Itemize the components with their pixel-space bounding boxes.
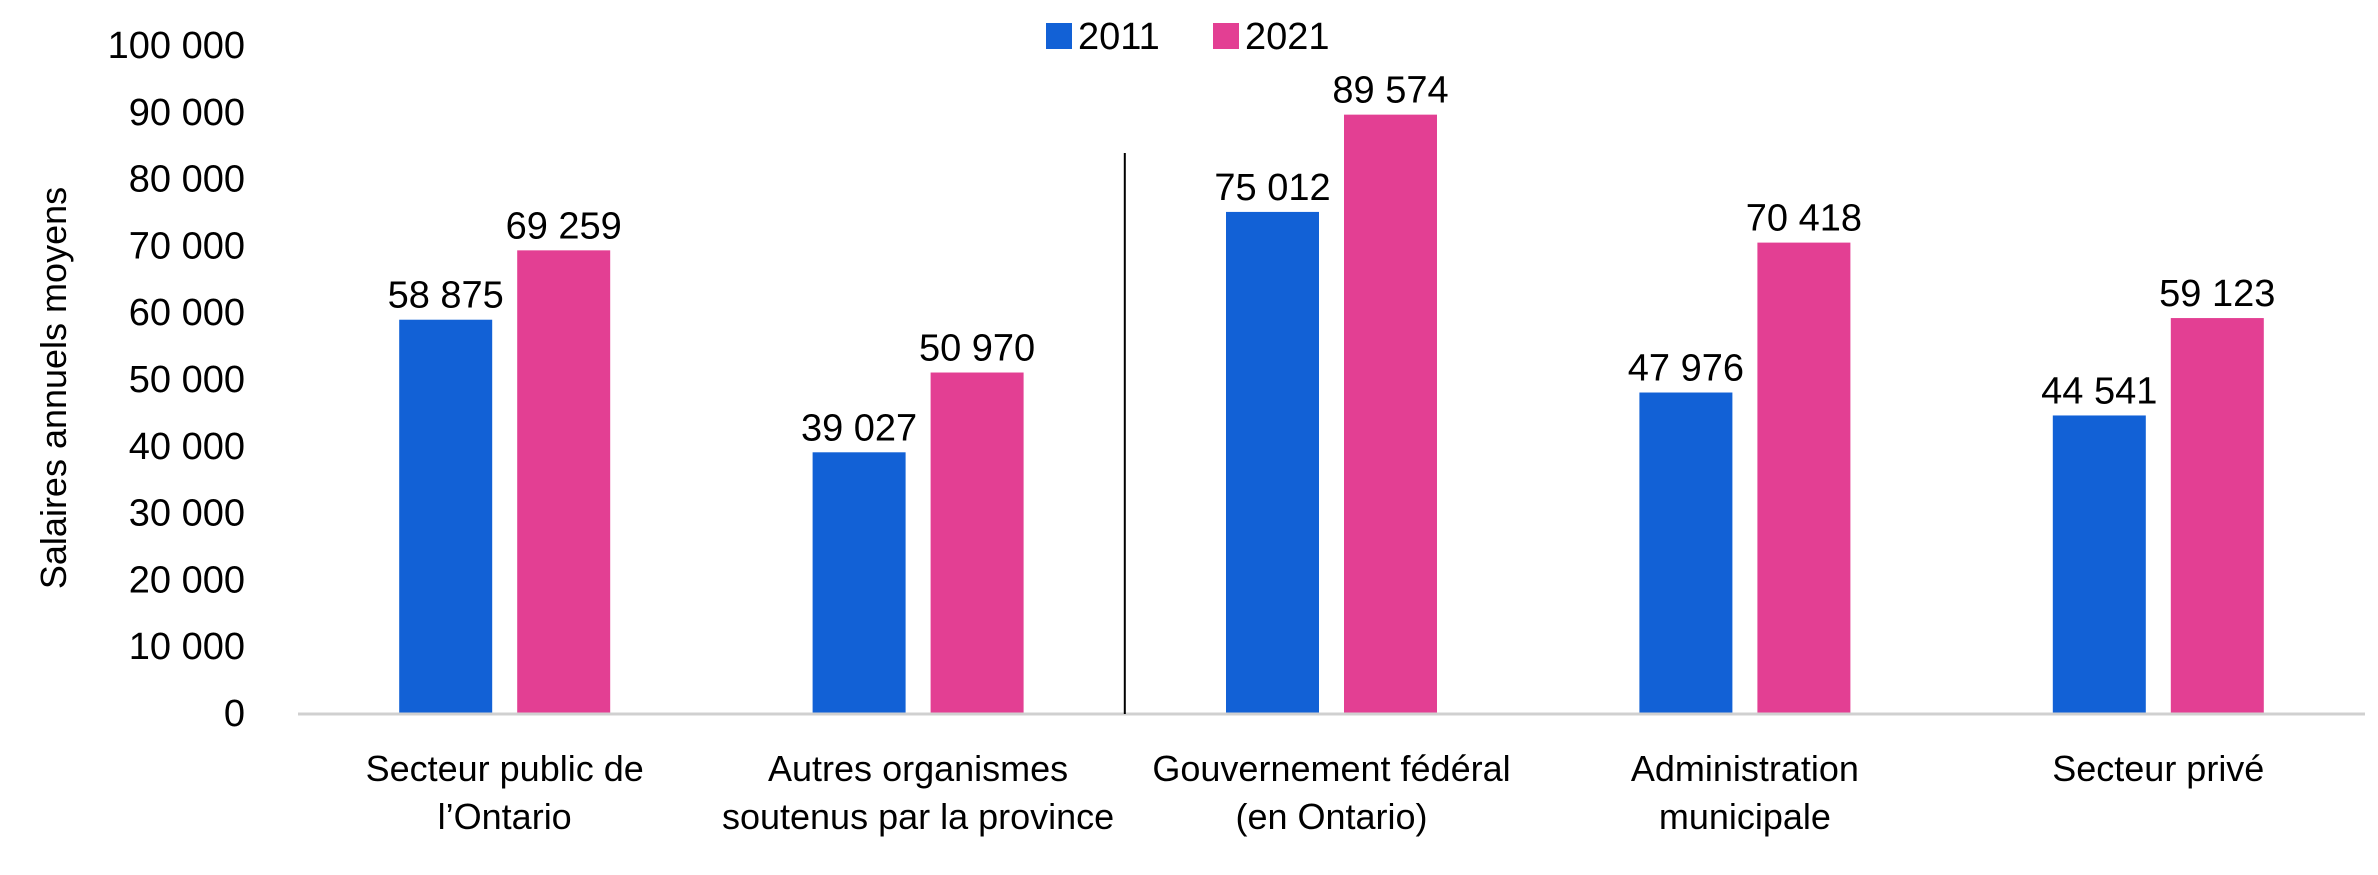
bar-2011-2	[812, 452, 906, 713]
y-tick-label: 70 000	[129, 225, 245, 267]
data-label-2021-5: 59 123	[2159, 273, 2275, 315]
y-tick-label: 30 000	[129, 493, 245, 535]
x-category-label: Administration	[1631, 748, 1859, 789]
bar-2011-5	[2052, 415, 2146, 713]
bar-2021-1	[517, 250, 611, 713]
y-tick-label: 40 000	[129, 426, 245, 468]
y-tick-label: 90 000	[129, 92, 245, 134]
y-axis-label: Salaires annuels moyens	[33, 187, 74, 589]
data-label-2021-2: 50 970	[919, 328, 1035, 370]
x-category-label: l’Ontario	[438, 796, 572, 837]
x-category-label: Autres organismes	[768, 748, 1068, 789]
y-axis-ticks: 0 10 000 20 000 30 000 40 000 50 000 60 000 70 …	[108, 25, 245, 735]
data-label-2011-1: 58 875	[388, 275, 504, 317]
bar-2011-4	[1639, 392, 1733, 713]
data-label-2011-3: 75 012	[1214, 167, 1330, 209]
y-axis-label-group: Salaires annuels moyens	[33, 187, 74, 589]
bar-2011-3	[1226, 211, 1319, 713]
x-category-label: municipale	[1659, 796, 1831, 837]
y-tick-label: 80 000	[129, 159, 245, 201]
bar-2011-1	[399, 319, 493, 713]
y-tick-label: 100 000	[108, 25, 245, 67]
bar-2021-5	[2170, 318, 2264, 713]
legend-swatch-2011	[1046, 23, 1072, 49]
y-tick-label: 50 000	[129, 359, 245, 401]
x-category-label: soutenus par la province	[722, 796, 1114, 837]
data-label-2021-3: 89 574	[1332, 70, 1448, 112]
x-category-label: Secteur privé	[2052, 748, 2264, 789]
data-label-2011-4: 47 976	[1628, 348, 1744, 390]
y-tick-label: 20 000	[129, 559, 245, 601]
data-label-2021-1: 69 259	[506, 205, 622, 247]
y-tick-label: 0	[224, 693, 245, 735]
y-tick-label: 10 000	[129, 626, 245, 668]
y-tick-label: 60 000	[129, 292, 245, 334]
bar-2021-3	[1344, 114, 1437, 713]
bar-2021-2	[930, 372, 1024, 713]
data-label-2011-5: 44 541	[2041, 370, 2157, 412]
x-category-label: (en Ontario)	[1235, 796, 1427, 837]
legend-swatch-2021	[1213, 23, 1239, 49]
x-category-label: Secteur public de	[366, 748, 644, 789]
legend-label-2011: 2011	[1078, 16, 1160, 58]
legend-label-2021: 2021	[1245, 16, 1330, 58]
data-label-2021-4: 70 418	[1746, 198, 1862, 240]
bar-2021-4	[1757, 242, 1851, 713]
data-label-2011-2: 39 027	[801, 407, 917, 449]
x-axis-categories: Secteur public de l’Ontario Autres organis…	[366, 748, 2265, 837]
legend: 2011 2021	[1046, 16, 1330, 58]
x-category-label: Gouvernement fédéral	[1152, 748, 1510, 789]
bars	[399, 114, 2264, 713]
